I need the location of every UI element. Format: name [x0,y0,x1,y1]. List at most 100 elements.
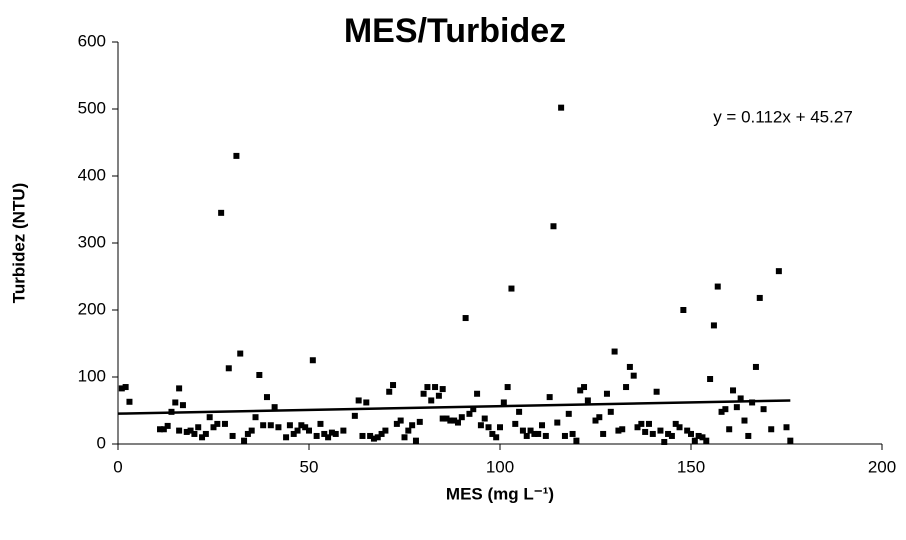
point [172,399,179,406]
point [202,430,209,437]
point [256,371,263,378]
point [497,424,503,431]
point [573,437,580,444]
point [199,434,206,441]
point [157,426,164,433]
point [516,408,523,415]
point [726,426,733,433]
point [321,430,328,437]
point [263,394,270,401]
point [733,404,740,411]
point [454,419,461,426]
point [252,414,259,421]
point [718,408,725,415]
x-tick-label: 100 [486,457,514,476]
point [756,294,763,301]
point [527,427,534,434]
point [615,427,622,434]
point [577,387,584,394]
point [684,427,691,434]
point [714,283,721,290]
point [298,422,305,429]
point [645,420,652,427]
point [699,434,706,441]
point [393,420,400,427]
point [271,404,278,411]
y-tick-label: 300 [78,232,106,251]
point [409,422,416,429]
point [504,384,511,391]
point [439,386,446,393]
point [661,438,668,445]
point [248,427,255,434]
point [680,307,687,313]
point [630,372,637,379]
point [707,376,714,383]
point [485,424,492,431]
point [657,427,664,434]
point [374,434,381,441]
point [783,424,790,431]
y-axis-label: Turbidez (NTU) [9,183,28,304]
trendline-equation: y = 0.112x + 45.27 [713,107,853,126]
point [535,430,542,437]
point [489,430,496,437]
point [290,430,297,437]
point [359,432,366,439]
point [229,432,236,439]
point [122,384,129,391]
point [508,285,515,292]
point [187,427,194,434]
point [626,363,633,370]
point [363,399,370,406]
point [668,432,675,439]
point [118,385,125,392]
point [477,422,484,429]
point [390,382,397,389]
point [351,412,358,419]
trendline [117,399,791,415]
y-tick-label: 0 [97,433,106,452]
point [539,422,546,429]
point [481,415,488,422]
y-tick-label: 200 [78,299,106,318]
point [519,427,526,434]
point [638,420,645,427]
point [741,417,748,424]
point [435,392,442,399]
y-tick-label: 500 [78,98,106,117]
point [592,417,599,424]
point [466,410,473,417]
point [569,430,576,437]
point [420,390,427,397]
point [607,408,614,415]
point [787,437,794,444]
point [596,414,603,421]
point [523,432,530,439]
point [367,432,374,439]
x-axis-label: MES (mg L⁻¹) [446,484,554,503]
point [760,406,767,413]
point [206,414,213,421]
point [649,430,656,437]
point [737,395,744,402]
point [275,424,282,431]
point [313,432,320,439]
point [462,315,469,322]
point [237,350,244,357]
point [546,394,553,401]
point [424,384,431,391]
x-tick-label: 0 [113,457,122,476]
point [470,406,477,413]
point [176,427,183,434]
point [267,422,274,429]
point [550,223,557,230]
point [691,437,698,444]
x-tick-label: 50 [300,457,319,476]
point [340,427,347,434]
point [642,428,649,435]
point [225,365,232,372]
point [428,397,435,404]
point [775,268,782,275]
